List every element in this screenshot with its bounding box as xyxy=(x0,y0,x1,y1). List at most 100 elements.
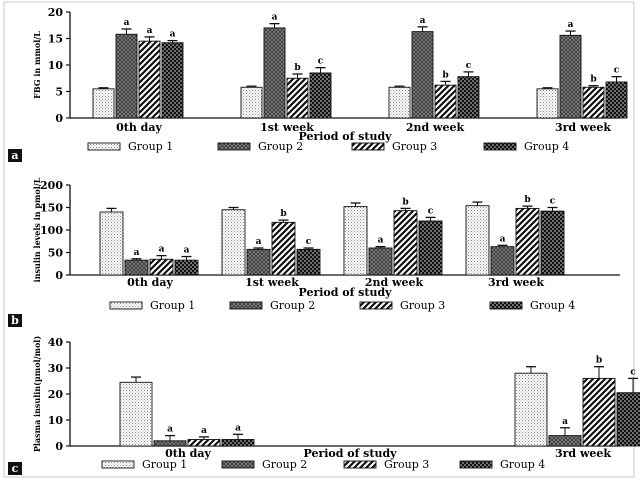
legend-swatch xyxy=(217,142,251,151)
bar-c-group-3-0 xyxy=(187,439,221,447)
legend-label: Group 1 xyxy=(150,299,195,312)
significance-letter: a xyxy=(134,248,140,258)
legend-label: Group 2 xyxy=(262,458,307,471)
y-tick-label: 40 xyxy=(48,336,64,349)
legend-label: Group 3 xyxy=(384,458,429,471)
bar-b-group-2-0 xyxy=(124,259,149,276)
x-axis-label: Period of study xyxy=(303,447,397,460)
legend-label: Group 1 xyxy=(142,458,187,471)
significance-letter: c xyxy=(318,57,324,67)
significance-letter: a xyxy=(170,30,176,40)
bar-b-group-1-3 xyxy=(465,205,490,276)
significance-letter: a xyxy=(378,236,384,246)
panel-a: 0 5 10 15 20 FBG in mmol/L a a a 0th day a b c 1st we… xyxy=(8,6,628,162)
significance-letter: b xyxy=(442,70,448,80)
bar-a-group-4-2 xyxy=(457,76,480,119)
x-category-label: 3rd week xyxy=(555,121,611,134)
y-tick-label: 50 xyxy=(48,247,64,260)
legend-swatch xyxy=(87,142,121,151)
bar-a-group-4-1 xyxy=(309,72,332,119)
y-tick-label: 10 xyxy=(48,59,64,72)
significance-letter: a xyxy=(568,20,574,30)
legend-label: Group 4 xyxy=(530,299,575,312)
bar-a-group-3-2 xyxy=(434,84,457,119)
x-category-label: 1st week xyxy=(260,121,314,134)
significance-letter: c xyxy=(466,61,472,71)
significance-letter: b xyxy=(280,209,286,219)
significance-letter: a xyxy=(167,425,173,435)
bar-a-group-3-1 xyxy=(286,77,309,119)
bar-c-group-4-0 xyxy=(221,439,255,447)
bar-a-group-1-0 xyxy=(92,88,115,119)
y-tick-label: 20 xyxy=(48,6,64,19)
significance-letter: a xyxy=(256,237,262,247)
bar-c-group-2-0 xyxy=(153,440,187,447)
bar-a-group-1-1 xyxy=(240,86,263,119)
significance-letter: a xyxy=(420,16,426,26)
bar-a-group-2-3 xyxy=(559,34,582,119)
bar-c-group-1-1 xyxy=(514,372,548,447)
legend-swatch xyxy=(221,460,255,469)
significance-letter: a xyxy=(500,234,506,244)
legend-swatch xyxy=(359,301,393,310)
bar-a-group-1-2 xyxy=(388,86,411,119)
bar-b-group-1-1 xyxy=(221,209,246,276)
bar-b-group-2-2 xyxy=(368,247,393,276)
x-category-label: 3rd week xyxy=(488,276,544,289)
x-axis-label: Period of study xyxy=(298,130,392,143)
significance-letter: a xyxy=(184,246,190,256)
panel-tag-label: c xyxy=(12,462,19,475)
panel-tag-label: a xyxy=(11,149,18,162)
panels: 0 5 10 15 20 FBG in mmol/L a a a 0th day a b c 1st we… xyxy=(8,6,640,475)
legend-label: Group 4 xyxy=(500,458,545,471)
significance-letter: b xyxy=(294,63,300,73)
bar-b-group-4-2 xyxy=(418,220,443,276)
panel-tag-label: b xyxy=(11,314,19,327)
panel-tag-box xyxy=(8,314,22,327)
legend-swatch xyxy=(351,142,385,151)
figure-frame xyxy=(3,1,635,478)
bar-a-group-1-3 xyxy=(536,88,559,119)
panel-tag-a: a xyxy=(8,149,22,162)
y-tick-label: 30 xyxy=(48,362,64,375)
y-tick-label: 10 xyxy=(48,414,64,427)
significance-letter: c xyxy=(550,197,556,207)
x-category-label: 1st week xyxy=(245,276,299,289)
significance-letter: b xyxy=(590,75,596,85)
y-tick-label: 5 xyxy=(55,86,63,99)
y-tick-label: 0 xyxy=(55,112,63,125)
bar-b-group-2-1 xyxy=(246,248,271,276)
significance-letter: a xyxy=(147,26,153,36)
y-tick-label: 0 xyxy=(55,440,63,453)
y-tick-label: 20 xyxy=(48,388,64,401)
legend-label: Group 3 xyxy=(400,299,445,312)
legend-label: Group 4 xyxy=(524,140,569,153)
significance-letter: c xyxy=(614,66,620,76)
significance-letter: b xyxy=(402,197,408,207)
bar-b-group-3-0 xyxy=(149,258,174,276)
y-axis-label: insulin levels in pmol/L xyxy=(32,177,42,282)
legend-a: Group 1 Group 2 Group 3 Group 4 xyxy=(87,140,569,153)
bar-a-group-3-0 xyxy=(138,40,161,119)
panel-tag-box xyxy=(8,462,22,475)
bar-b-group-2-3 xyxy=(490,246,515,276)
bar-b-group-3-1 xyxy=(271,221,296,276)
legend-swatch xyxy=(101,460,135,469)
significance-letter: c xyxy=(428,206,434,216)
y-axis-label: Plasma insulin(µmol/mol) xyxy=(32,336,42,452)
y-axis-label: FBG in mmol/L xyxy=(32,31,42,99)
legend-b: Group 1 Group 2 Group 3 Group 4 xyxy=(109,299,575,312)
significance-letter: c xyxy=(306,237,312,247)
legend-swatch xyxy=(109,301,143,310)
y-tick-label: 100 xyxy=(40,224,63,237)
bar-b-group-4-0 xyxy=(174,259,199,276)
bar-b-group-3-3 xyxy=(515,207,540,276)
bar-a-group-4-3 xyxy=(605,81,628,119)
x-category-label: 0th day xyxy=(116,121,162,134)
y-tick-label: 15 xyxy=(48,33,63,46)
significance-letter: a xyxy=(235,423,241,433)
bar-a-group-2-0 xyxy=(115,33,138,119)
